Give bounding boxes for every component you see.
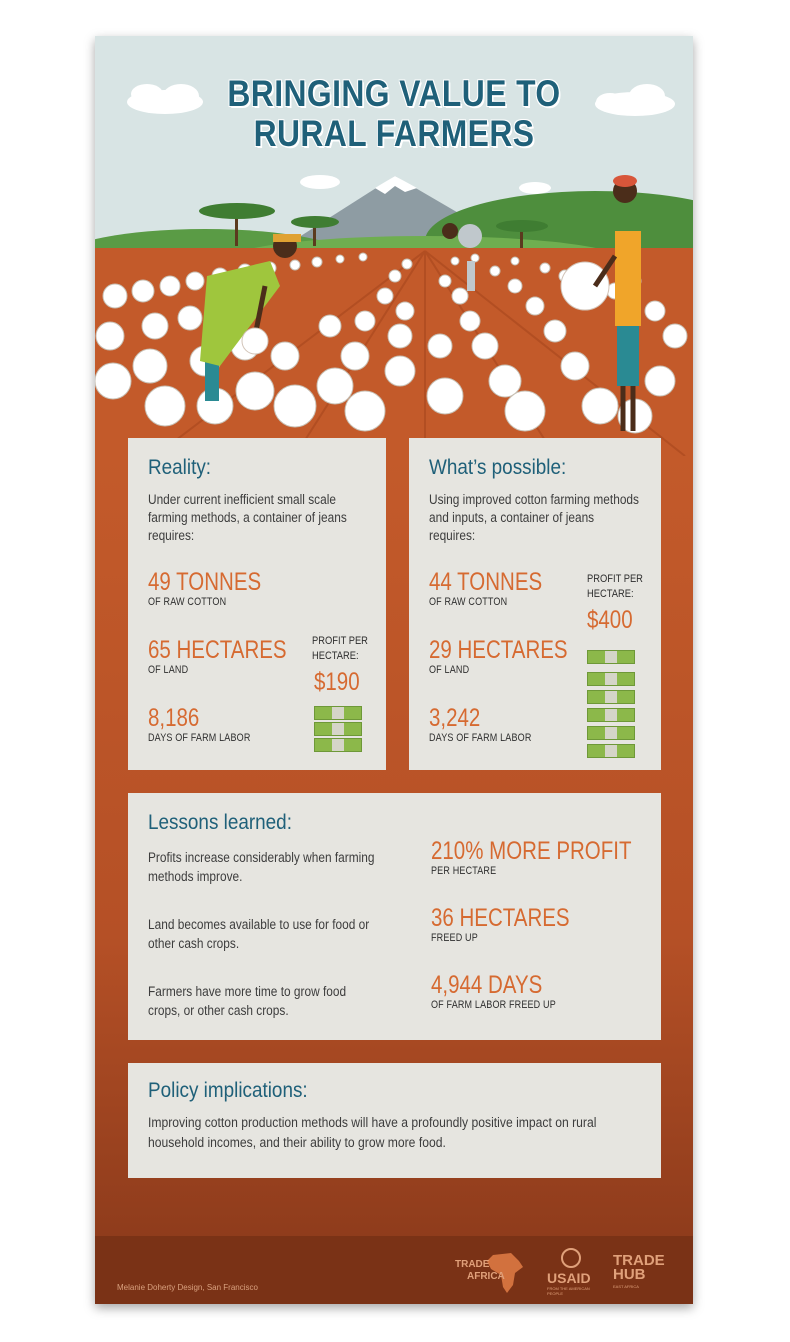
stat-value: 210% MORE PROFIT — [431, 837, 632, 865]
stat-label: OF RAW COTTON — [148, 596, 227, 608]
lesson-item: Land becomes available to use for food o… — [148, 917, 370, 951]
money-stack-icon — [587, 672, 635, 686]
stat-label: DAYS OF FARM LABOR — [429, 732, 532, 744]
lesson-item: Farmers have more time to grow food crop… — [148, 984, 347, 1018]
trade-hub-word-2: HUB — [613, 1266, 646, 1283]
money-stack-icon — [587, 726, 635, 740]
stat-label: DAYS OF FARM LABOR — [148, 732, 251, 744]
stat-value: 4,944 DAYS — [431, 971, 543, 999]
usaid-logo: USAID FROM THE AMERICAN PEOPLE — [543, 1248, 603, 1298]
stat-label: PER HECTARE — [431, 865, 497, 877]
possible-stat-labor: 3,242 DAYS OF FARM LABOR — [429, 704, 554, 745]
lessons-stat-profit: 210% MORE PROFIT PER HECTARE — [431, 837, 676, 878]
profit-label-line-1: PROFIT PER — [587, 573, 643, 585]
reality-stat-cotton: 49 TONNES OF RAW COTTON — [148, 568, 286, 609]
lessons-stat-land: 36 HECTARES FREED UP — [431, 904, 600, 945]
lessons-panel: Lessons learned: Profits increase consid… — [128, 793, 661, 1040]
usaid-seal-icon — [561, 1248, 581, 1268]
money-stack-icon — [587, 690, 635, 704]
usaid-wordmark: USAID — [547, 1270, 591, 1286]
page-title: BRINGING VALUE TO RURAL FARMERS — [137, 74, 651, 154]
money-stack-icon — [587, 744, 635, 758]
reality-panel: Reality: Under current inefficient small… — [128, 438, 386, 770]
reality-stat-land: 65 HECTARES OF LAND — [148, 636, 317, 677]
money-stack-icon — [314, 722, 362, 736]
lessons-heading: Lessons learned: — [148, 811, 292, 834]
trade-hub-logo: TRADE HUB EAST AFRICA — [613, 1252, 683, 1296]
stat-value: 44 TONNES — [429, 568, 543, 596]
infographic-poster: BRINGING VALUE TO RURAL FARMERS Reality:… — [95, 36, 693, 1304]
reality-heading: Reality: — [148, 456, 212, 479]
trade-hub-tagline: EAST AFRICA — [613, 1284, 639, 1289]
possible-intro: Using improved cotton farming methods an… — [429, 492, 639, 543]
lessons-stat-labor: 4,944 DAYS OF FARM LABOR FREED UP — [431, 971, 583, 1012]
policy-text: Improving cotton production methods will… — [148, 1115, 597, 1150]
profit-label-line-1: PROFIT PER — [312, 635, 368, 647]
trade-africa-logo: TRADE AFRICA — [455, 1251, 527, 1295]
usaid-tagline: FROM THE AMERICAN PEOPLE — [547, 1286, 590, 1296]
profit-label-line-2: HECTARE: — [312, 650, 359, 662]
footer: Melanie Doherty Design, San Francisco TR… — [95, 1236, 693, 1304]
reality-profit-value: $190 — [314, 668, 360, 696]
reality-profit-label: PROFIT PER HECTARE: — [312, 634, 368, 664]
title-line-1: BRINGING VALUE TO — [227, 73, 561, 114]
trade-africa-word-1: TRADE — [455, 1259, 490, 1270]
lesson-item: Profits increase considerably when farmi… — [148, 850, 375, 884]
money-stack-icon — [587, 708, 635, 722]
trade-africa-word-2: AFRICA — [467, 1271, 505, 1282]
cotton-field-illustration — [95, 84, 693, 456]
stat-value: 36 HECTARES — [431, 904, 570, 932]
stat-label: OF LAND — [148, 664, 189, 676]
stat-value: 29 HECTARES — [429, 636, 568, 664]
possible-profit-label: PROFIT PER HECTARE: — [587, 572, 643, 602]
possible-panel: What’s possible: Using improved cotton f… — [409, 438, 661, 770]
stat-value: 49 TONNES — [148, 568, 262, 596]
reality-intro: Under current inefficient small scale fa… — [148, 492, 347, 543]
money-stack-icon — [314, 738, 362, 752]
possible-heading: What’s possible: — [429, 456, 567, 479]
money-stack-icon — [314, 706, 362, 720]
title-line-2: RURAL FARMERS — [253, 113, 535, 154]
stat-label: OF LAND — [429, 664, 470, 676]
trade-hub-word-1: TRADE — [613, 1252, 665, 1269]
design-credit: Melanie Doherty Design, San Francisco — [117, 1283, 258, 1292]
money-stack-icon — [587, 650, 635, 664]
profit-label-line-2: HECTARE: — [587, 588, 634, 600]
reality-stat-labor: 8,186 DAYS OF FARM LABOR — [148, 704, 273, 745]
policy-heading: Policy implications: — [148, 1079, 308, 1102]
policy-panel: Policy implications: Improving cotton pr… — [128, 1063, 661, 1178]
stat-value: 65 HECTARES — [148, 636, 287, 664]
stat-label: OF FARM LABOR FREED UP — [431, 999, 556, 1011]
africa-map-icon — [487, 1253, 523, 1293]
stat-value: 8,186 — [148, 704, 200, 732]
stat-label: FREED UP — [431, 932, 478, 944]
possible-stat-land: 29 HECTARES OF LAND — [429, 636, 598, 677]
stat-value: 3,242 — [429, 704, 481, 732]
possible-stat-cotton: 44 TONNES OF RAW COTTON — [429, 568, 567, 609]
possible-profit-value: $400 — [587, 606, 633, 634]
stat-label: OF RAW COTTON — [429, 596, 508, 608]
